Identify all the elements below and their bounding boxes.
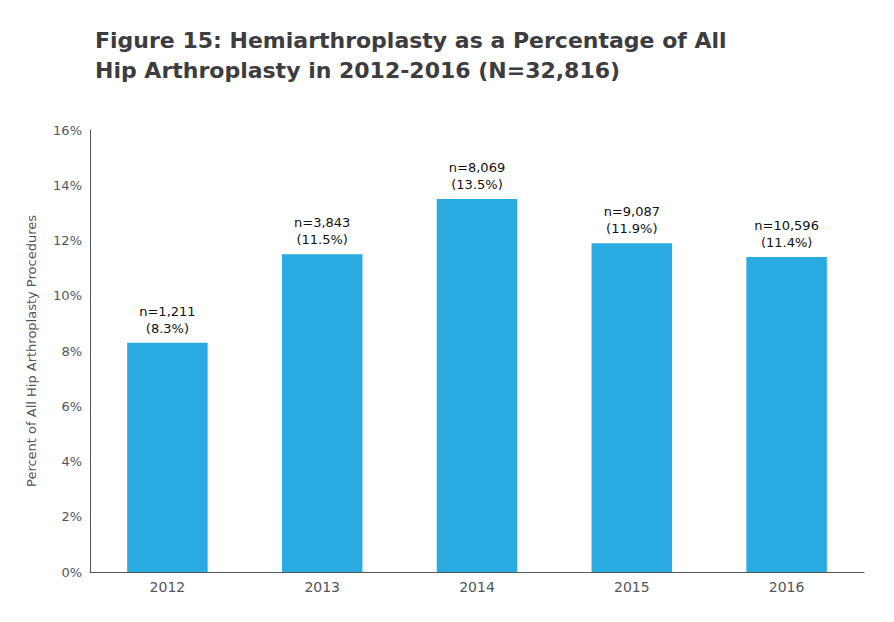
svg-text:0%: 0%	[61, 565, 82, 580]
svg-text:Percent of All Hip Arthroplast: Percent of All Hip Arthroplasty Procedur…	[24, 215, 39, 487]
svg-text:2012: 2012	[150, 579, 186, 595]
svg-text:2%: 2%	[61, 509, 82, 524]
svg-text:16%: 16%	[53, 123, 82, 138]
svg-text:n=8,069: n=8,069	[449, 160, 505, 175]
svg-text:Figure 15: Hemiarthroplasty as: Figure 15: Hemiarthroplasty as a Percent…	[95, 28, 727, 53]
svg-text:14%: 14%	[53, 178, 82, 193]
svg-text:(11.4%): (11.4%)	[761, 235, 812, 250]
svg-text:n=1,211: n=1,211	[139, 304, 195, 319]
svg-text:2015: 2015	[614, 579, 650, 595]
svg-text:8%: 8%	[61, 344, 82, 359]
svg-text:10%: 10%	[53, 288, 82, 303]
svg-text:(11.5%): (11.5%)	[296, 232, 347, 247]
svg-text:n=10,596: n=10,596	[754, 218, 819, 233]
svg-text:n=3,843: n=3,843	[294, 215, 350, 230]
svg-text:(11.9%): (11.9%)	[606, 221, 657, 236]
svg-text:2013: 2013	[304, 579, 340, 595]
svg-text:Hip Arthroplasty in 2012-2016: Hip Arthroplasty in 2012-2016 (N=32,816)	[95, 58, 620, 83]
svg-text:(13.5%): (13.5%)	[451, 177, 502, 192]
svg-text:4%: 4%	[61, 454, 82, 469]
svg-text:6%: 6%	[61, 399, 82, 414]
svg-text:12%: 12%	[53, 233, 82, 248]
svg-text:(8.3%): (8.3%)	[146, 321, 189, 336]
svg-text:2014: 2014	[459, 579, 495, 595]
svg-text:2016: 2016	[769, 579, 805, 595]
svg-text:n=9,087: n=9,087	[604, 204, 660, 219]
